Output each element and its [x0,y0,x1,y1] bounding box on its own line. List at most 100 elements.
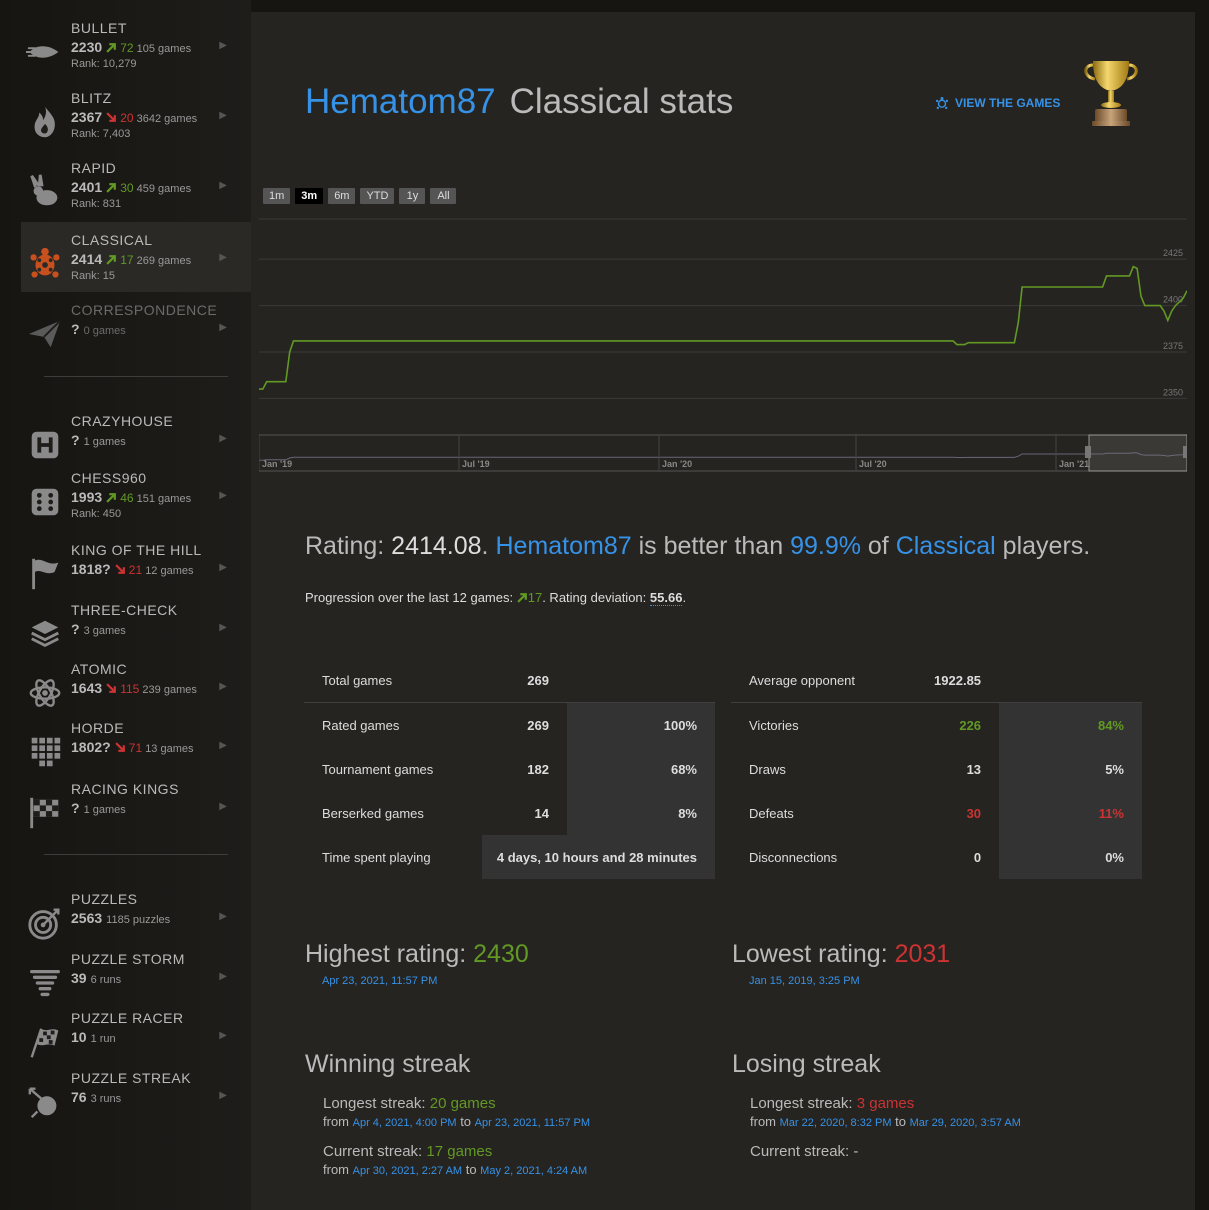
perf-name: CLASSICAL [71,232,153,248]
perf-item-blitz[interactable]: BLITZ 2367 20 3642 games Rank: 7,403 ▶ [21,90,251,160]
perf-rating-line: ? 0 games [71,321,126,337]
stat-percent: 5% [999,747,1142,791]
stat-row: Rated games 269 100% [304,702,715,747]
navigator-selection[interactable] [1088,434,1187,472]
variant-link[interactable]: Classical [895,532,996,560]
perf-rating-line: 1802? 71 13 games [71,739,194,755]
stat-count: 269 [482,658,567,703]
perf-name: BULLET [71,20,127,36]
perf-name: THREE-CHECK [71,602,178,618]
perf-progress: 30 [120,181,134,195]
chevron-right-icon: ▶ [219,180,227,191]
perf-count: 459 games [136,183,192,195]
paper-plane-icon [25,314,65,354]
perf-item-correspondence[interactable]: CORRESPONDENCE? 0 games ▶ [21,302,251,372]
losing-longest-games: games [865,1095,915,1112]
range-button-3m[interactable]: 3m [295,188,324,204]
perf-item-chess960[interactable]: CHESS960 1993 46 151 games Rank: 450 ▶ [21,470,251,540]
stats-panel: Hematom87 Classical stats VIEW THE GAMES … [251,12,1195,1210]
range-button-1y[interactable]: 1y [399,188,426,204]
perf-item-three-check[interactable]: THREE-CHECK? 3 games ▶ [21,602,251,672]
turtle-small-icon [935,97,949,110]
stat-count: 14 [534,805,549,821]
perf-progress: 72 [120,41,134,55]
winning-current-from[interactable]: Apr 30, 2021, 2:27 AM [352,1165,463,1177]
chevron-right-icon: ▶ [219,1090,227,1101]
perf-rating-line: ? 1 games [71,800,126,816]
perf-item-puzzle-racer[interactable]: PUZZLE RACER 10 1 run ▶ [21,1010,251,1080]
chevron-right-icon: ▶ [219,490,227,501]
x-tick-label: Jan '19 [262,459,292,469]
title-text: Classical stats [509,82,734,121]
stat-label: Rated games [322,717,400,733]
perf-name: CRAZYHOUSE [71,413,174,429]
stat-count: 1922.85 [934,658,1000,703]
perf-name: ATOMIC [71,661,128,677]
stat-percent: 68% [567,747,715,791]
range-button-6m[interactable]: 6m [328,188,356,204]
chevron-right-icon: ▶ [219,40,227,51]
username-link[interactable]: Hematom87 [305,82,496,121]
perf-item-puzzle-streak[interactable]: PUZZLE STREAK 76 3 runs ▶ [21,1070,251,1140]
highest-date[interactable]: Apr 23, 2021, 11:57 PM [322,975,438,987]
perf-name: PUZZLE STREAK [71,1070,192,1086]
rating-deviation[interactable]: 55.66 [649,590,683,606]
lowest-date[interactable]: Jan 15, 2019, 3:25 PM [749,975,860,987]
perf-item-king-of-the-hill[interactable]: KING OF THE HILL 1818? 21 12 games ▶ [21,542,251,612]
stat-percent: 84% [999,702,1142,747]
rating-prefix: Rating: [305,532,392,560]
perf-item-rapid[interactable]: RAPID 2401 30 459 games Rank: 831 ▶ [21,160,251,230]
losing-longest-to[interactable]: Mar 29, 2020, 3:57 AM [909,1117,1021,1129]
perf-count: 6 runs [90,974,122,986]
perf-rank: Rank: 450 [71,508,122,520]
perf-item-classical[interactable]: CLASSICAL 2414 17 269 games Rank: 15 ▶ [21,222,251,292]
stat-count: 226 [959,717,982,733]
perf-rating-line: 10 1 run [71,1029,116,1045]
stat-row: Disconnections 0 0% [731,835,1142,879]
perf-rating: 2563 [71,910,103,926]
losing-longest-from[interactable]: Mar 22, 2020, 8:32 PM [779,1117,892,1129]
range-button-ytd[interactable]: YTD [360,188,395,204]
winning-longest-to[interactable]: Apr 23, 2021, 11:57 PM [474,1117,591,1129]
perf-rating: 1643 [71,680,103,696]
perf-name: RACING KINGS [71,781,179,797]
view-games-link[interactable]: VIEW THE GAMES [935,96,1060,110]
winning-longest-from[interactable]: Apr 4, 2021, 4:00 PM [352,1117,457,1129]
perf-item-atomic[interactable]: ATOMIC 1643 115 239 games ▶ [21,661,251,731]
sidebar-divider [44,376,228,377]
rating-line-series [259,265,1187,390]
perf-item-crazyhouse[interactable]: CRAZYHOUSE? 1 games ▶ [21,413,251,483]
perf-item-puzzles[interactable]: PUZZLES 2563 1185 puzzles ▶ [21,891,251,961]
navigator-series [259,452,1187,461]
arrow-up-icon [106,255,117,265]
navigator-handle-right[interactable] [1183,446,1187,458]
winning-longest-range: from Apr 4, 2021, 4:00 PM to Apr 23, 202… [323,1114,590,1129]
winning-current-to[interactable]: May 2, 2021, 4:24 AM [480,1165,588,1177]
perf-item-racing-kings[interactable]: RACING KINGS? 1 games ▶ [21,781,251,851]
perf-rating-line: ? 1 games [71,432,126,448]
perf-count: 3642 games [136,113,198,125]
navigator-frame[interactable] [259,434,1187,472]
stat-row: Tournament games 182 68% [304,747,715,791]
progression-label: Progression over the last 12 games: [305,590,517,605]
rating-chart[interactable]: 2425 2400 2375 2350 Jan '19 Jul '19 Jan '20 Jul… [259,212,1187,482]
perf-rank: Rank: 831 [71,198,122,210]
stat-value: 4 days, 10 hours and 28 minutes [482,835,715,879]
perf-item-bullet[interactable]: BULLET 2230 72 105 games Rank: 10,279 ▶ [21,20,251,90]
navigator-handle-left[interactable] [1085,446,1091,458]
chevron-right-icon: ▶ [219,1030,227,1041]
range-button-1m[interactable]: 1m [263,188,291,204]
perf-count: 1185 puzzles [106,914,171,926]
perf-count: 0 games [83,325,126,337]
perf-rank: Rank: 10,279 [71,58,137,70]
perf-sidebar: BULLET 2230 72 105 games Rank: 10,279 ▶ BLIT… [0,0,251,1210]
stat-percent: 100% [567,702,715,747]
perf-rating-line: 2401 30 459 games [71,179,191,195]
horde-icon [25,732,65,772]
perf-item-puzzle-storm[interactable]: PUZZLE STORM 39 6 runs ▶ [21,951,251,1021]
chevron-right-icon: ▶ [219,971,227,982]
summary-username[interactable]: Hematom87 [495,532,632,560]
range-button-all[interactable]: All [430,188,457,204]
perf-rating: 1802? [71,739,111,755]
perf-item-horde[interactable]: HORDE 1802? 71 13 games ▶ [21,720,251,790]
